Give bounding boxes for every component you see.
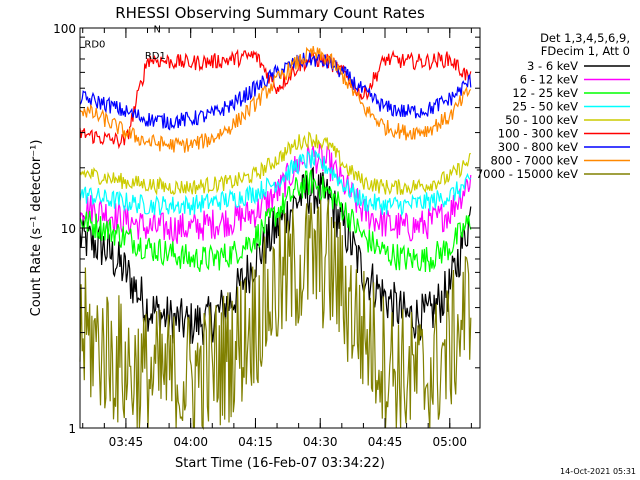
legend-label: 25 - 50 keV — [512, 100, 578, 114]
y-tick-label: 10 — [61, 222, 76, 236]
series-line-9 — [79, 199, 472, 431]
legend-label: 50 - 100 keV — [505, 113, 578, 127]
x-tick-label: 03:45 — [109, 435, 144, 449]
x-tick-label: 04:45 — [368, 435, 403, 449]
legend-label: 800 - 7000 keV — [490, 154, 578, 168]
footer-date: 14-Oct-2021 05:31 — [560, 467, 636, 476]
annotation-label: N — [154, 24, 161, 35]
legend: Det 1,3,4,5,6,9, FDecim 1, Att 0 3 - 6 k… — [476, 31, 630, 181]
legend-header-line-2: FDecim 1, Att 0 — [541, 44, 630, 58]
legend-label: 7000 - 15000 keV — [476, 167, 578, 181]
series-line-3 — [79, 169, 472, 273]
chart-title: RHESSI Observing Summary Count Rates — [115, 4, 425, 22]
x-tick-label: 04:15 — [238, 435, 273, 449]
series-line-2 — [79, 143, 472, 244]
annotation-label: RD1 — [145, 51, 166, 62]
annotation-label: RD0 — [84, 39, 105, 50]
series-line-6 — [79, 48, 472, 150]
legend-header-line-1: Det 1,3,4,5,6,9, — [540, 31, 630, 45]
y-tick-label: 1 — [68, 422, 76, 436]
x-tick-label: 04:30 — [303, 435, 338, 449]
x-axis-label: Start Time (16-Feb-07 03:34:22) — [175, 456, 385, 471]
plot-area: RD0 RD1 N — [79, 24, 472, 431]
legend-label: 6 - 12 keV — [520, 73, 578, 87]
axes: 1 10 100 03:45 04:00 04:15 04:30 04:45 05:00 — [53, 22, 480, 449]
legend-label: 12 - 25 keV — [512, 86, 578, 100]
legend-label: 300 - 800 keV — [498, 140, 578, 154]
x-tick-label: 04:00 — [173, 435, 208, 449]
legend-label: 3 - 6 keV — [527, 59, 578, 73]
legend-label: 100 - 300 keV — [498, 127, 578, 141]
series-line-4 — [79, 150, 472, 218]
y-tick-label: 100 — [53, 22, 76, 36]
series-line-7 — [79, 51, 472, 131]
series-line-5 — [79, 131, 472, 196]
y-axis-label: Count Rate (s⁻¹ detector⁻¹) — [29, 140, 44, 317]
series-line-8 — [79, 46, 472, 153]
x-tick-label: 05:00 — [432, 435, 467, 449]
